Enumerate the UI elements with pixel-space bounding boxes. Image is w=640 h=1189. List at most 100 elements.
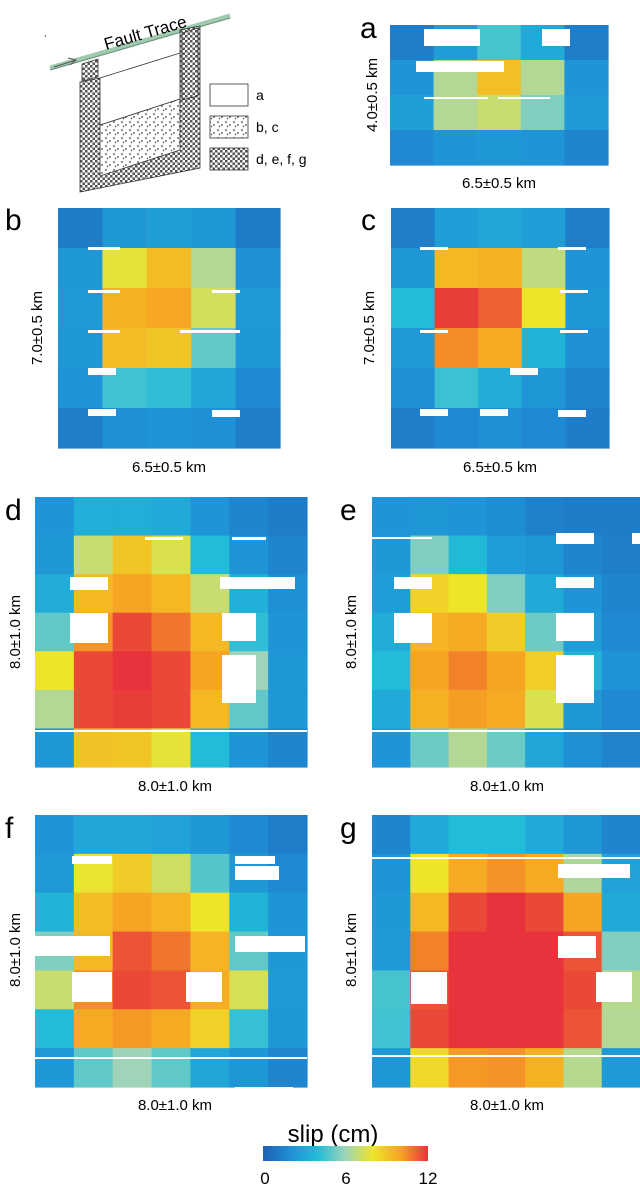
slip-cell-d-r1c1 (73, 535, 114, 575)
slip-cell-g-r6c3 (486, 1048, 526, 1088)
slip-cell-f-r0c3 (151, 815, 192, 855)
slip-cell-e-r4c0 (372, 651, 411, 691)
slip-cell-d-r4c2 (112, 651, 153, 691)
slip-cell-c-r4c4 (565, 368, 610, 409)
mask-hole-a-1 (542, 29, 570, 46)
slip-cell-d-r6c2 (112, 728, 153, 768)
slip-cell-b-r3c3 (191, 328, 237, 369)
mask-hole-d-2 (220, 577, 295, 589)
slip-cell-c-r1c3 (521, 248, 566, 289)
slip-cell-g-r4c3 (486, 970, 526, 1010)
slip-cell-b-r3c1 (102, 328, 148, 369)
panel-label-f: f (5, 812, 14, 845)
panel-label-e: e (340, 494, 357, 527)
slip-cell-g-r5c5 (563, 1009, 603, 1049)
mask-hole-g-0 (558, 864, 630, 878)
dip-arrow-icon (53, 57, 78, 68)
slip-cell-f-r5c6 (268, 1009, 308, 1049)
slip-cell-g-r2c0 (372, 892, 411, 933)
mask-hole-e-3 (556, 577, 594, 588)
patch-checker-top-left (81, 58, 99, 82)
slip-cell-a-r3c1 (433, 130, 478, 166)
slip-cell-g-r0c5 (563, 815, 603, 855)
mask-dash-b-1 (88, 290, 120, 293)
slip-cell-c-r0c1 (434, 208, 479, 249)
y-axis-label-f: 8.0±1.0 km (7, 913, 24, 987)
slip-cell-d-r1c0 (35, 535, 75, 575)
slip-cell-d-r5c6 (268, 689, 308, 730)
slip-cell-a-r2c2 (477, 95, 522, 131)
slip-cell-g-r6c6 (601, 1048, 640, 1088)
slip-cell-b-r5c4 (235, 408, 281, 449)
slip-cell-e-r3c6 (601, 612, 640, 652)
y-axis-label-d: 8.0±1.0 km (7, 595, 24, 669)
slip-cell-d-r5c2 (112, 689, 153, 730)
slip-cell-g-r6c0 (372, 1048, 411, 1088)
slip-cell-f-r6c1 (73, 1048, 114, 1088)
slip-cell-g-r4c5 (563, 970, 603, 1010)
mask-hole-f-7 (235, 936, 271, 952)
slip-cell-f-r1c2 (112, 853, 153, 894)
slip-cell-b-r1c0 (58, 248, 103, 289)
slip-cell-e-r0c5 (563, 497, 603, 537)
slip-cell-g-r3c3 (486, 931, 526, 972)
slip-cell-f-r0c1 (73, 815, 114, 855)
slip-cell-e-r0c3 (486, 497, 526, 537)
slip-cell-b-r0c0 (58, 208, 103, 249)
x-axis-label-b: 6.5±0.5 km (132, 459, 206, 476)
y-axis-label-g: 8.0±1.0 km (343, 913, 360, 987)
slip-cell-g-r6c2 (448, 1048, 488, 1088)
panel-f: f 8.0±1.0 km 8.0±1.0 km (5, 812, 308, 1114)
slip-cell-c-r2c3 (521, 288, 566, 329)
slip-cell-e-r6c3 (486, 728, 526, 768)
slip-cell-c-r2c1 (434, 288, 479, 329)
slip-cell-d-r1c2 (112, 535, 153, 575)
legend-label-bc: b, c (256, 119, 279, 135)
slip-cell-e-r3c3 (486, 612, 526, 652)
slip-cell-d-r3c3 (151, 612, 192, 652)
slip-cell-e-r6c2 (448, 728, 488, 768)
mask-dash-b-0 (88, 247, 120, 250)
mask-hole-a-0 (424, 29, 480, 46)
slip-cell-c-r3c1 (434, 328, 479, 369)
mask-hole-a-2 (416, 61, 504, 72)
slip-cell-a-r0c2 (477, 25, 522, 61)
slip-cell-e-r5c6 (601, 689, 640, 730)
slip-cell-e-r6c0 (372, 728, 411, 768)
slip-cell-g-r1c0 (372, 853, 411, 894)
mask-dash-g-0 (372, 857, 640, 859)
mask-dash-d-2 (35, 730, 307, 732)
slip-cell-f-r2c5 (229, 892, 269, 933)
slip-cell-g-r3c4 (525, 931, 565, 972)
mask-hole-e-1 (632, 533, 640, 544)
slip-cell-a-r1c3 (520, 60, 565, 96)
slip-cell-g-r3c1 (410, 931, 450, 972)
slip-cell-e-r1c1 (410, 535, 450, 575)
slip-cell-d-r6c1 (73, 728, 114, 768)
slip-cell-f-r6c3 (151, 1048, 192, 1088)
x-axis-label-d: 8.0±1.0 km (138, 778, 212, 795)
slip-cell-g-r0c0 (372, 815, 411, 855)
slip-cell-f-r5c1 (73, 1009, 114, 1049)
slip-cell-a-r2c3 (520, 95, 565, 131)
slip-cell-e-r0c6 (601, 497, 640, 537)
legend-swatch-checker (209, 147, 249, 171)
dip-tick-mark (44, 34, 47, 38)
slip-cell-g-r3c2 (448, 931, 488, 972)
slip-cell-b-r0c2 (146, 208, 192, 249)
mask-dash-f-1 (235, 1087, 293, 1089)
slip-cell-b-r5c2 (146, 408, 192, 449)
slip-cell-c-r1c1 (434, 248, 479, 289)
mask-dash-e-0 (372, 537, 432, 539)
slip-cell-b-r3c2 (146, 328, 192, 369)
slip-cell-a-r3c4 (564, 130, 609, 166)
slip-cell-d-r0c0 (35, 497, 75, 537)
slip-cell-c-r4c1 (434, 368, 479, 409)
mask-dash-b-2 (88, 330, 120, 333)
mask-hole-c-2 (510, 368, 538, 375)
slip-cell-b-r1c1 (102, 248, 148, 289)
mask-dash-f-0 (35, 1057, 307, 1059)
slip-cell-c-r0c3 (521, 208, 566, 249)
slip-cell-e-r5c0 (372, 689, 411, 730)
slip-cell-e-r6c1 (410, 728, 450, 768)
